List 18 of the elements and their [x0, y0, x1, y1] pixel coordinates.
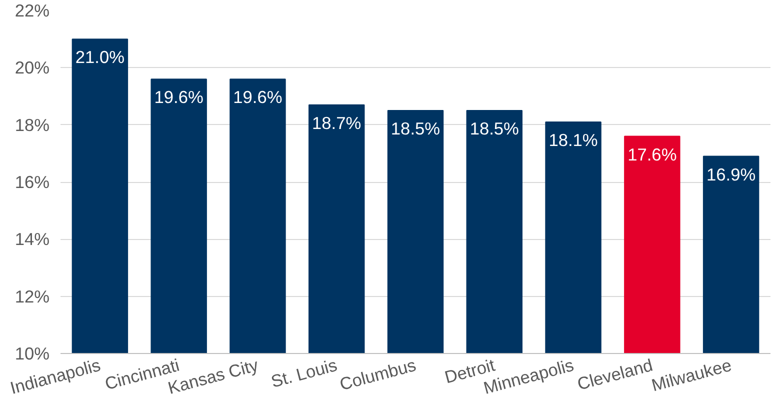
y-tick-label: 20%: [14, 58, 50, 78]
y-tick-label: 14%: [14, 229, 50, 250]
data-label: 21.0%: [75, 47, 125, 68]
data-label: 16.9%: [706, 164, 756, 184]
y-tick-label: 18%: [14, 114, 50, 135]
data-label: 18.1%: [548, 130, 598, 150]
data-label: 18.5%: [470, 118, 519, 139]
data-label: 19.6%: [154, 87, 204, 108]
data-label: 19.6%: [233, 87, 282, 108]
y-tick-label: 12%: [14, 286, 50, 306]
data-label: 18.5%: [390, 118, 440, 139]
y-tick-label: 10%: [14, 344, 50, 364]
data-label: 18.7%: [312, 112, 362, 133]
y-tick-label: 16%: [14, 172, 50, 192]
x-tick-label: Columbus: [338, 354, 418, 394]
x-tick-label: St. Louis: [268, 354, 340, 392]
data-label: 17.6%: [628, 144, 677, 164]
y-tick-label: 22%: [14, 0, 50, 20]
